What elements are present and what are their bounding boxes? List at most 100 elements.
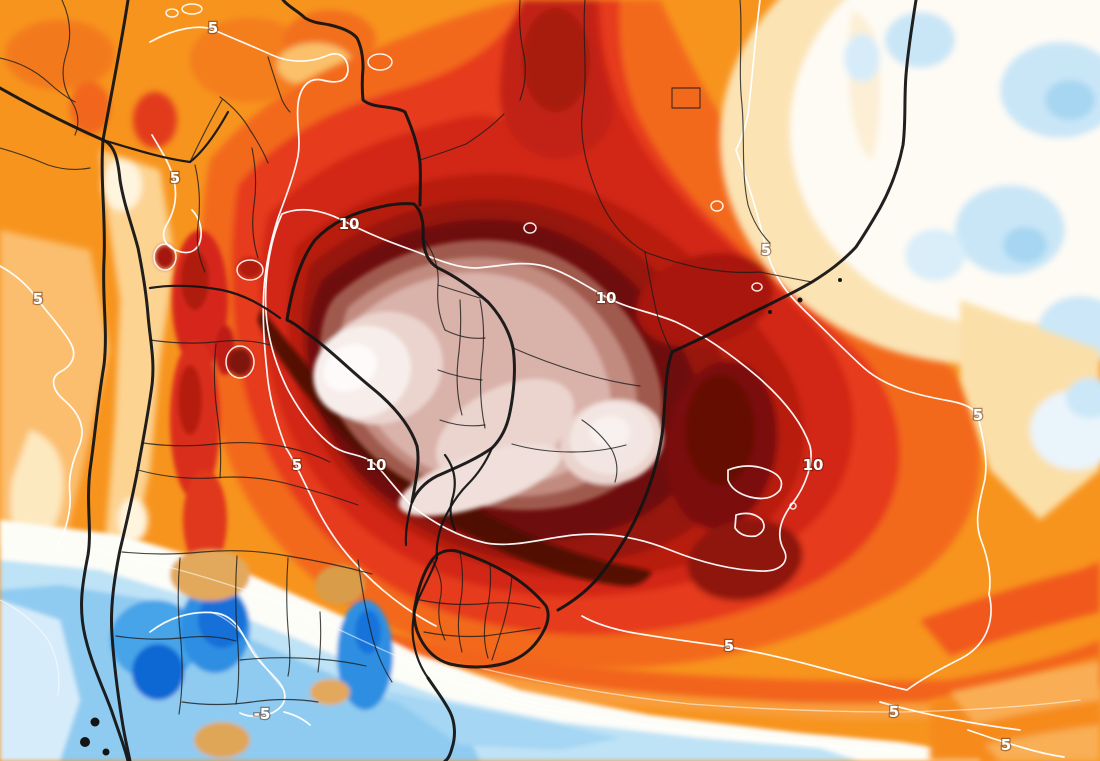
brazil-state-border: [644, 251, 673, 353]
state-borders: [0, 0, 813, 715]
contour-ring: [710, 200, 724, 212]
argentina-province-border: [286, 557, 291, 677]
patagonia-island: [80, 737, 90, 747]
paraguay-department-border: [444, 329, 486, 339]
anomaly-shading-blob: [522, 8, 590, 112]
argentina-province-border: [239, 657, 367, 667]
uruguay-department-border: [483, 564, 492, 659]
uruguay-river-border: [411, 556, 439, 680]
contour-plus5-east: [581, 0, 992, 691]
anomaly-shading-blob: [315, 565, 365, 605]
argentina-province-border: [357, 559, 393, 683]
coastal-island: [768, 310, 772, 314]
contour-decor-band: [499, 699, 901, 753]
contour-ring: [236, 259, 264, 281]
contour-minus5-tail: [283, 711, 311, 726]
contour-label: 5: [208, 19, 218, 37]
anomaly-shading-blob: [5, 20, 115, 90]
anomaly-shading-blob: [1066, 378, 1100, 418]
anomaly-shading-blob: [133, 92, 177, 148]
anomaly-shading-blob: [687, 519, 803, 601]
argentina-province-border: [115, 635, 237, 642]
anomaly-shading-blob: [190, 18, 310, 102]
misiones-border: [443, 453, 457, 532]
anomaly-shading-blob: [238, 258, 262, 278]
anomaly-shading-blob: [985, 725, 1100, 761]
anomaly-shading-blob: [685, 375, 755, 485]
anomaly-shading-blob: [920, 562, 1100, 656]
pacific-coastline: [0, 86, 130, 761]
anomaly-shading-blob: [228, 348, 252, 376]
contour-plus10-finger: [727, 465, 783, 500]
argentina-province-border: [213, 343, 222, 479]
bolivia-internal-border: [219, 96, 269, 164]
contour-plus5-andes: [151, 134, 202, 254]
bolivia-internal-border: [251, 147, 259, 259]
paraguay-outline: [285, 202, 516, 504]
anomaly-shading-blob: [1045, 80, 1095, 120]
contour-plus10-finger: [734, 512, 765, 538]
contour-decor-band: [479, 667, 1081, 713]
paraguay-department-border: [439, 419, 486, 427]
anomaly-shading-blob: [590, 416, 630, 448]
anomaly-shading-blob: [380, 690, 620, 750]
peru-coastline-north: [101, 0, 130, 142]
contour-label: 5: [292, 456, 302, 474]
contour-ring: [789, 502, 797, 510]
anomaly-shading-blob: [155, 245, 175, 269]
anomaly-shading-blob: [0, 600, 80, 761]
anomaly-shading-blob: [178, 365, 202, 435]
buenos-aires-coastline: [426, 676, 456, 761]
anomaly-shading-blob: [170, 549, 250, 601]
contour-label: 5: [170, 169, 180, 187]
brazil-atlantic-coastline: [556, 0, 918, 612]
contour-ring: [153, 243, 177, 271]
contour-minus5: [149, 611, 286, 718]
argentina-province-border: [137, 469, 359, 506]
anomaly-shading-blob: [905, 229, 965, 281]
brazil-state-border: [581, 419, 618, 483]
paraguay-department-border: [456, 299, 463, 416]
argentina-province-border: [317, 611, 322, 673]
parana-river-border: [404, 500, 414, 547]
anomaly-shading-blob: [181, 250, 209, 310]
contour-ring: [523, 222, 537, 234]
anomaly-shading-blob: [70, 82, 110, 134]
contour-label: 10: [803, 456, 824, 474]
anomaly-shading-blob: [10, 430, 64, 545]
anomaly-shading-blob: [398, 443, 562, 517]
contour-ring: [751, 282, 763, 292]
brazil-state-border: [671, 87, 701, 109]
argentina-province-border: [181, 698, 319, 706]
bolivia-internal-border: [194, 164, 206, 273]
peru-bolivia-border: [101, 110, 230, 164]
contour-plus5-far-west: [0, 265, 83, 546]
se-pale-wedge: [960, 300, 1100, 520]
peru-internal-border: [0, 57, 76, 103]
nw-argentina-hot-streaks: [155, 230, 262, 570]
peru-internal-border: [0, 147, 91, 171]
uruguay-department-border: [491, 575, 513, 661]
contour-ring: [225, 345, 255, 379]
argentina-province-border: [121, 550, 373, 575]
brazil-state-border: [739, 0, 771, 244]
argentina-province-border: [177, 557, 183, 715]
country-borders: [0, 0, 918, 761]
contour-label: 5: [1001, 736, 1011, 754]
contour-ring: [181, 3, 203, 15]
bolivia-internal-border: [267, 56, 291, 113]
contour-labels: 5 5 5 10 10 5 5 5 10 10 -5 5 5 5: [32, 18, 1013, 756]
patagonia-island: [90, 717, 100, 727]
uruguay-department-border: [431, 559, 446, 641]
contour-ring: [367, 53, 393, 71]
contour-label: 10: [596, 289, 617, 307]
contour-plus5-southeast-b: [967, 729, 1065, 758]
coastal-island: [797, 297, 803, 303]
brazil-state-border: [419, 113, 505, 161]
contour-ring: [165, 8, 179, 18]
peru-internal-border: [61, 0, 79, 136]
contour-label: -5: [254, 705, 271, 723]
contour-coast-cool: [0, 599, 60, 696]
anomaly-shading-blob: [310, 679, 350, 705]
